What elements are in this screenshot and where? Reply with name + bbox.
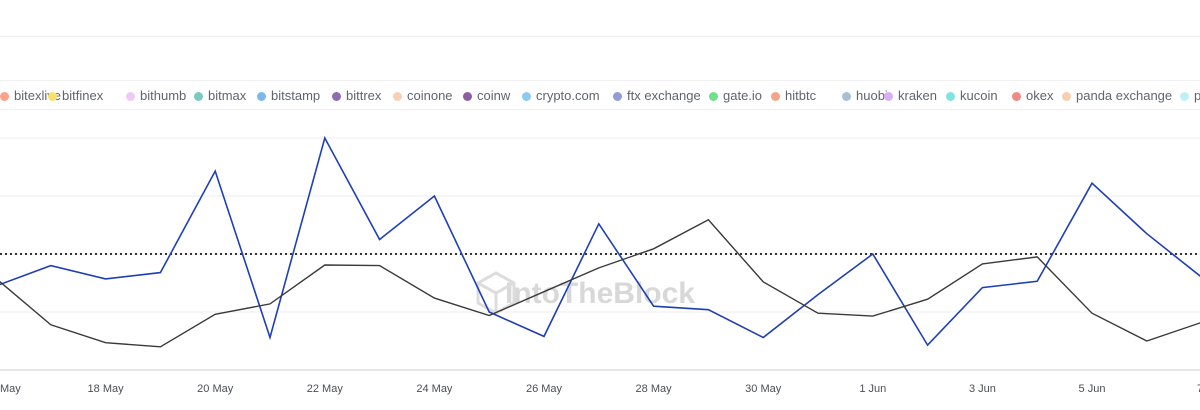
legend-dot-icon (0, 92, 9, 101)
legend-label: bitfinex (62, 88, 104, 103)
series-line-dark[interactable] (0, 218, 1200, 348)
legend-item-kraken[interactable]: kraken (884, 88, 937, 103)
legend-dot-icon (946, 92, 955, 101)
cube-logo-icon (476, 271, 516, 315)
x-tick-label: 20 May (197, 383, 234, 395)
legend-dot-icon (884, 92, 893, 101)
legend-dot-icon (332, 92, 341, 101)
legend-label: kucoin (960, 88, 998, 103)
legend-item-crypto-com[interactable]: crypto.com (522, 88, 600, 103)
x-tick-label: 26 May (526, 383, 563, 395)
watermark: IntoTheBlock (505, 277, 695, 310)
legend-item-okex[interactable]: okex (1012, 88, 1053, 103)
legend-label: bithumb (140, 88, 187, 103)
legend-item-panda-exchange[interactable]: panda exchange (1062, 88, 1172, 103)
legend-label: bitmax (208, 88, 247, 103)
x-tick-label: 5 Jun (1079, 383, 1106, 395)
legend-item-gate-io[interactable]: gate.io (709, 88, 762, 103)
x-tick-label: 30 May (745, 383, 782, 395)
legend-item-kucoin[interactable]: kucoin (946, 88, 998, 103)
legend-label: bittrex (346, 88, 382, 103)
x-tick-label: 3 Jun (969, 383, 996, 395)
legend-dot-icon (1062, 92, 1071, 101)
legend-label: ftx exchange (627, 88, 701, 103)
legend-item-huobi[interactable]: huobi (842, 88, 888, 103)
legend-label: okex (1026, 88, 1054, 103)
legend-label: gate.io (723, 88, 763, 103)
legend-dot-icon (771, 92, 780, 101)
legend: bitexlive bitfinex bithumb bitmax bitstamp bi… (0, 80, 1200, 110)
legend-item-hitbtc[interactable]: hitbtc (771, 88, 816, 103)
series-line-blue[interactable] (0, 135, 1200, 347)
legend-label: coinone (407, 88, 453, 103)
series-group (0, 135, 1200, 348)
legend-dot-icon (613, 92, 622, 101)
legend-item-bitfinex[interactable]: bitfinex (48, 88, 103, 103)
x-axis-ticks: May 18 May 20 May 22 May 24 May 26 May 28 May 3… (0, 383, 1200, 395)
legend-dot-icon (393, 92, 402, 101)
legend-label: coinw (477, 88, 511, 103)
legend-dot-icon (1180, 92, 1189, 101)
legend-label: crypto.com (536, 88, 600, 103)
legend-label: panda exchange (1076, 88, 1173, 103)
legend-dot-icon (1012, 92, 1021, 101)
legend-dot-icon (194, 92, 203, 101)
legend-dot-icon (463, 92, 472, 101)
legend-dot-icon (257, 92, 266, 101)
legend-item-bitmax[interactable]: bitmax (194, 88, 246, 103)
x-tick-label: 18 May (88, 383, 125, 395)
legend-dot-icon (842, 92, 851, 101)
legend-dot-icon (126, 92, 135, 101)
legend-item-ftx-exchange[interactable]: ftx exchange (613, 88, 701, 103)
legend-label: p (1194, 88, 1200, 103)
x-tick-label: May (0, 383, 21, 395)
legend-label: huobi (856, 88, 888, 103)
legend-item-bitstamp[interactable]: bitstamp (257, 88, 320, 103)
x-tick-label: 7 (1197, 383, 1200, 395)
chart-header-band (0, 0, 1200, 37)
watermark-logo (476, 271, 516, 315)
legend-label: kraken (898, 88, 938, 103)
legend-item-coinw[interactable]: coinw (463, 88, 510, 103)
legend-item-coinone[interactable]: coinone (393, 88, 453, 103)
x-tick-label: 24 May (416, 383, 453, 395)
legend-dot-icon (48, 92, 57, 101)
x-tick-label: 22 May (307, 383, 344, 395)
legend-item-p[interactable]: p (1180, 88, 1200, 103)
legend-dot-icon (709, 92, 718, 101)
legend-dot-icon (522, 92, 531, 101)
legend-label: hitbtc (785, 88, 817, 103)
legend-item-bithumb[interactable]: bithumb (126, 88, 186, 103)
x-tick-label: 28 May (636, 383, 673, 395)
x-tick-label: 1 Jun (859, 383, 886, 395)
legend-label: bitstamp (271, 88, 321, 103)
legend-item-bittrex[interactable]: bittrex (332, 88, 381, 103)
